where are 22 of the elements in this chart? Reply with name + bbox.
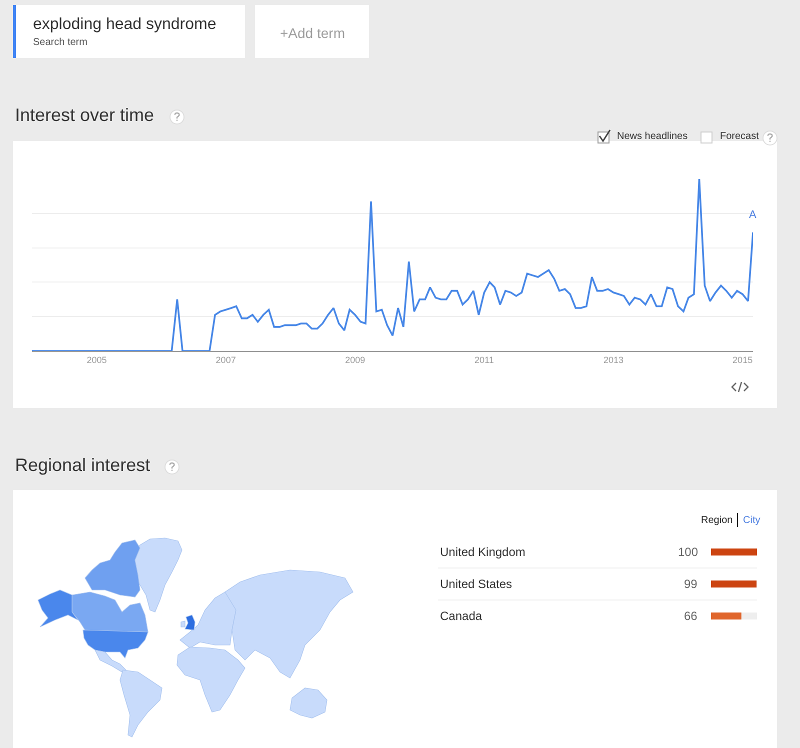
text: Regional interest: [15, 455, 150, 475]
x-tick-label: 2005: [86, 354, 107, 365]
data-label: 66: [684, 609, 698, 623]
y-tick-label: Canada: [440, 609, 482, 623]
text: City: [743, 515, 760, 526]
y-tick-label: United Kingdom: [440, 545, 526, 559]
x-tick-label: 2007: [216, 354, 236, 365]
x-tick-label: 2009: [345, 354, 366, 365]
x-tick-label: 2011: [474, 354, 494, 365]
x-tick-label: 2013: [603, 354, 624, 365]
y-tick-label: United States: [440, 577, 512, 591]
annotation: A: [749, 209, 757, 221]
text: Region: [701, 515, 733, 526]
data-label: 99: [684, 577, 698, 591]
text: Search term: [33, 37, 88, 48]
x-tick-label: 2015: [732, 354, 753, 365]
text: News headlines: [617, 131, 688, 142]
chart-title: Interest over time: [15, 105, 154, 125]
text: +Add term: [280, 25, 345, 41]
text: exploding head syndrome: [33, 16, 216, 33]
data-label: 100: [678, 545, 698, 559]
text: Forecast: [720, 131, 760, 142]
